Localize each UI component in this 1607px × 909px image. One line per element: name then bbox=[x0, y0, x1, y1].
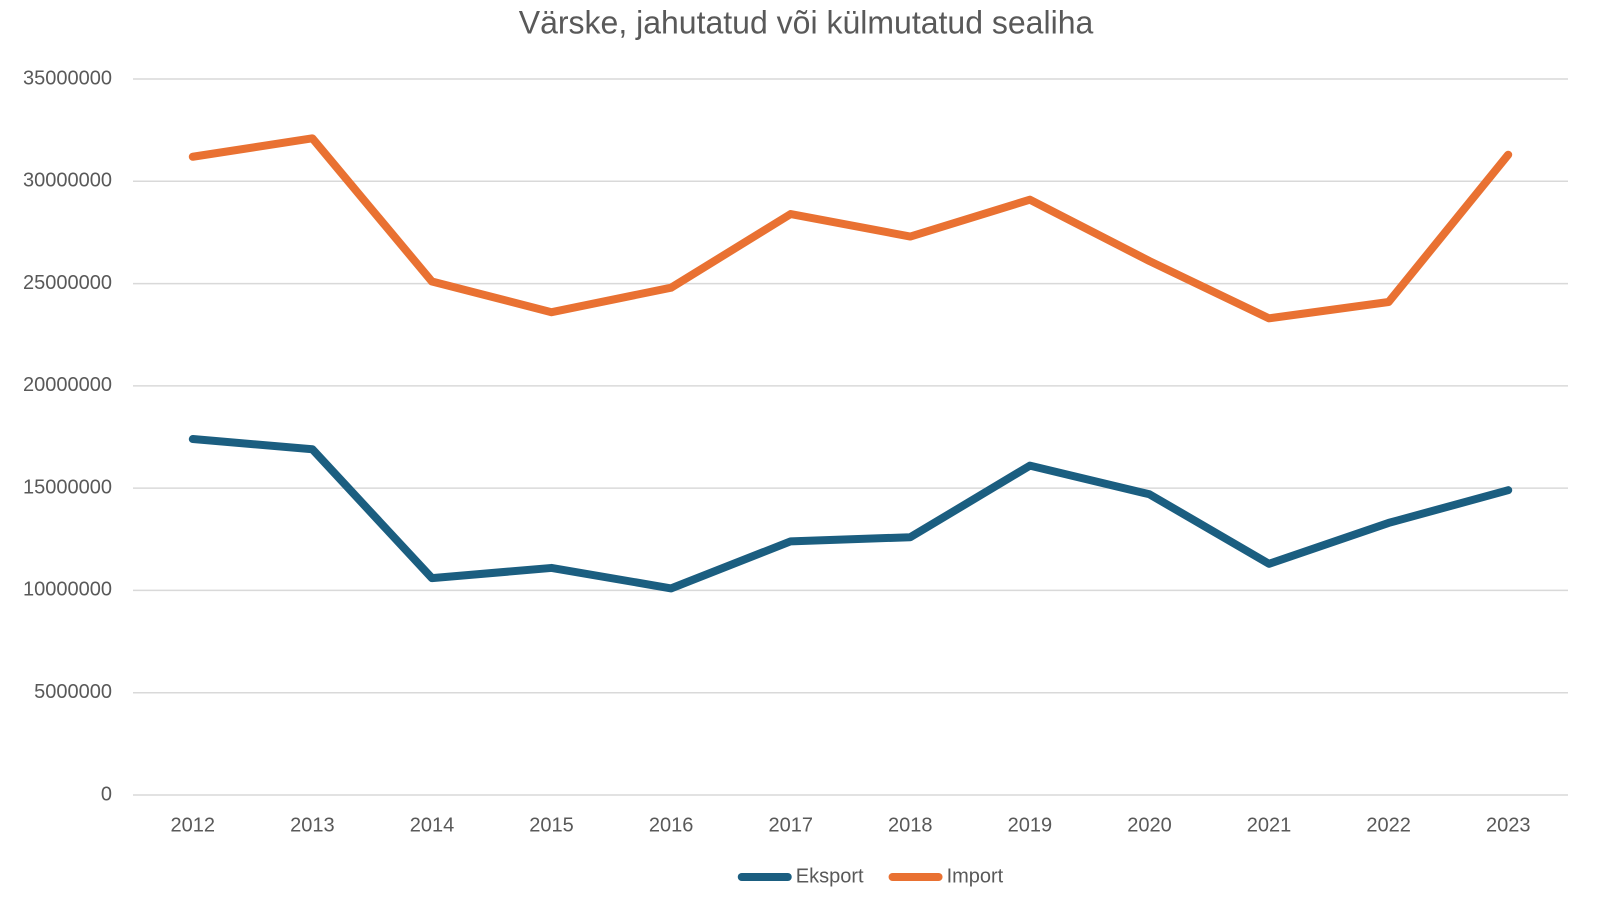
y-tick-label: 0 bbox=[101, 783, 112, 805]
x-tick-label: 2019 bbox=[1008, 814, 1053, 836]
legend-label: Eksport bbox=[796, 865, 864, 887]
y-tick-label: 10000000 bbox=[23, 579, 112, 601]
y-tick-label: 5000000 bbox=[34, 681, 112, 703]
y-tick-label: 15000000 bbox=[23, 476, 112, 498]
x-tick-label: 2022 bbox=[1366, 814, 1411, 836]
x-tick-label: 2012 bbox=[171, 814, 216, 836]
chart-title: Värske, jahutatud või külmutatud sealiha bbox=[519, 4, 1094, 40]
x-tick-label: 2013 bbox=[290, 814, 335, 836]
x-tick-label: 2014 bbox=[410, 814, 455, 836]
y-tick-label: 35000000 bbox=[23, 67, 112, 89]
y-tick-label: 30000000 bbox=[23, 170, 112, 192]
data-line bbox=[188, 134, 1513, 323]
data-line bbox=[188, 435, 1513, 593]
x-tick-label: 2023 bbox=[1486, 814, 1531, 836]
x-tick-label: 2016 bbox=[649, 814, 694, 836]
x-tick-label: 2021 bbox=[1247, 814, 1292, 836]
x-tick-label: 2015 bbox=[529, 814, 574, 836]
x-tick-label: 2018 bbox=[888, 814, 933, 836]
x-tick-label: 2020 bbox=[1127, 814, 1172, 836]
y-tick-label: 20000000 bbox=[23, 374, 112, 396]
x-tick-label: 2017 bbox=[768, 814, 813, 836]
legend-label: Import bbox=[947, 865, 1004, 887]
y-tick-label: 25000000 bbox=[23, 272, 112, 294]
